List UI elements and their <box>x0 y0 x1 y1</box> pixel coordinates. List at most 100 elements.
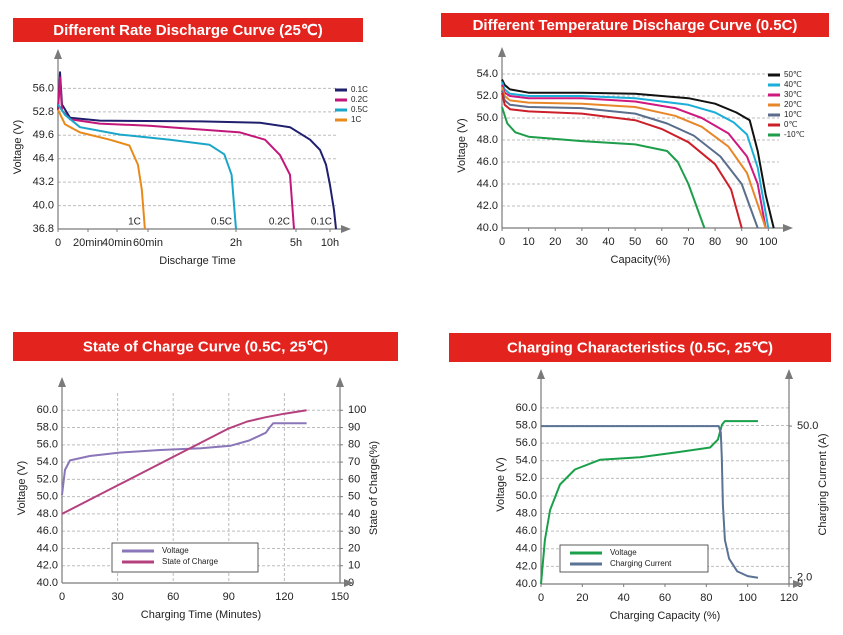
x-tick-label: 80 <box>700 592 712 604</box>
y-tick-label: 49.6 <box>33 129 54 141</box>
y2-tick-label: 10 <box>348 560 360 572</box>
title-banner <box>13 332 398 361</box>
annotation: 0.5C <box>211 217 232 228</box>
y-tick-label: 52.0 <box>37 473 58 485</box>
y-tick-label: 60.0 <box>37 404 58 416</box>
y-tick-label: 52.0 <box>477 90 498 102</box>
axis-arrow <box>54 49 62 59</box>
series-line <box>501 81 770 229</box>
y2-tick-label: 90 <box>348 421 360 433</box>
y-tick-label: 48.0 <box>37 508 58 520</box>
y2-tick-label: 70 <box>348 456 360 468</box>
legend-label: 20℃ <box>784 100 802 109</box>
x-tick-label: 0 <box>538 592 544 604</box>
series-line <box>501 79 775 229</box>
y-axis-title: Voltage (V) <box>16 461 28 515</box>
y-tick-label: 46.4 <box>33 153 54 165</box>
legend-label: State of Charge <box>162 557 219 566</box>
x-tick-label: 30 <box>576 236 588 248</box>
legend-label: 1C <box>351 115 361 124</box>
y2-tick-label: 30 <box>348 525 360 537</box>
chart-title: State of Charge Curve (0.5C, 25℃) <box>83 338 328 355</box>
axis-arrow <box>537 369 545 379</box>
y2-axis-title: State of Charge(%) <box>368 441 380 535</box>
x-axis-title: Capacity(%) <box>611 254 671 266</box>
series-line <box>61 409 307 515</box>
x-axis-title: Charging Capacity (%) <box>610 610 721 622</box>
x-tick-label: 10 <box>523 236 535 248</box>
y2-tick-label: 100 <box>348 404 366 416</box>
x-tick-label: 60 <box>656 236 668 248</box>
x-tick-label: 20 <box>549 236 561 248</box>
x-tick-label: 2h <box>230 237 242 249</box>
x-axis-title: Discharge Time <box>159 255 235 267</box>
annotation: 1C <box>128 217 141 228</box>
y-axis-title: Voltage (V) <box>12 120 24 174</box>
series-line <box>57 76 295 230</box>
chart-title: Different Temperature Discharge Curve (0… <box>473 17 798 34</box>
title-banner <box>441 13 829 37</box>
y-tick-label: 40.0 <box>33 199 54 211</box>
legend-label: 0℃ <box>784 120 797 129</box>
axis-arrow <box>58 377 66 387</box>
y-tick-label: 44.0 <box>477 178 498 190</box>
y-tick-label: 56.0 <box>516 437 537 449</box>
y-tick-label: 42.0 <box>477 200 498 212</box>
y-axis-title: Voltage (V) <box>456 118 468 172</box>
legend-label: Voltage <box>162 546 189 555</box>
axis-arrow <box>336 377 344 387</box>
y-tick-label: 56.0 <box>33 82 54 94</box>
legend-label: 50℃ <box>784 70 802 79</box>
series-line <box>57 103 237 230</box>
x-tick-label: 50 <box>629 236 641 248</box>
y2-axis-title: Charging Current (A) <box>817 433 829 535</box>
x-tick-label: 80 <box>709 236 721 248</box>
x-tick-label: 0 <box>59 591 65 603</box>
legend-label: Charging Current <box>610 559 672 568</box>
axis-arrow <box>344 579 354 587</box>
x-tick-label: 40 <box>618 592 630 604</box>
y-tick-label: 58.0 <box>37 421 58 433</box>
y-tick-label: 54.0 <box>477 68 498 80</box>
legend-label: 40℃ <box>784 80 802 89</box>
legend-box <box>559 544 709 573</box>
legend-box <box>111 542 259 573</box>
x-tick-label: 60 <box>659 592 671 604</box>
title-banner <box>13 18 363 42</box>
y-tick-label: 46.0 <box>37 525 58 537</box>
chart-title: Charging Characteristics (0.5C, 25℃) <box>507 339 773 356</box>
y-tick-label: 54.0 <box>37 456 58 468</box>
y-tick-label: 60.0 <box>516 402 537 414</box>
x-tick-label: 10h <box>321 237 339 249</box>
series-line <box>61 422 307 496</box>
legend-label: 10℃ <box>784 110 802 119</box>
axis-arrow <box>341 225 351 233</box>
x-tick-label: 5h <box>290 237 302 249</box>
x-axis-title: Charging Time (Minutes) <box>141 609 261 621</box>
annotation: 0.2C <box>269 217 290 228</box>
y-tick-label: 40.0 <box>477 222 498 234</box>
y-axis-title: Voltage (V) <box>495 457 507 511</box>
y-tick-label: 56.0 <box>37 439 58 451</box>
legend-label: 0.1C <box>351 85 368 94</box>
y-tick-label: 54.0 <box>516 455 537 467</box>
y-tick-label: 46.0 <box>516 525 537 537</box>
x-tick-label: 120 <box>275 591 293 603</box>
y2-tick-label: 20 <box>348 542 360 554</box>
x-tick-label: 120 <box>780 592 798 604</box>
series-line <box>57 71 337 230</box>
y2-tick-label: 50 <box>348 491 360 503</box>
x-tick-label: 40 <box>602 236 614 248</box>
y-tick-label: 43.2 <box>33 176 54 188</box>
series-line <box>501 86 767 229</box>
y2-tick-label: 40 <box>348 508 360 520</box>
legend-label: 30℃ <box>784 90 802 99</box>
annotation: 0.1C <box>311 217 332 228</box>
x-tick-label: 90 <box>223 591 235 603</box>
y-tick-label: 40.0 <box>37 577 58 589</box>
y2-tick-label: 50.0 <box>797 420 818 432</box>
y-tick-label: 42.0 <box>37 560 58 572</box>
x-tick-label: 30 <box>111 591 123 603</box>
y-tick-label: 50.0 <box>37 491 58 503</box>
x-tick-label: 60 <box>167 591 179 603</box>
